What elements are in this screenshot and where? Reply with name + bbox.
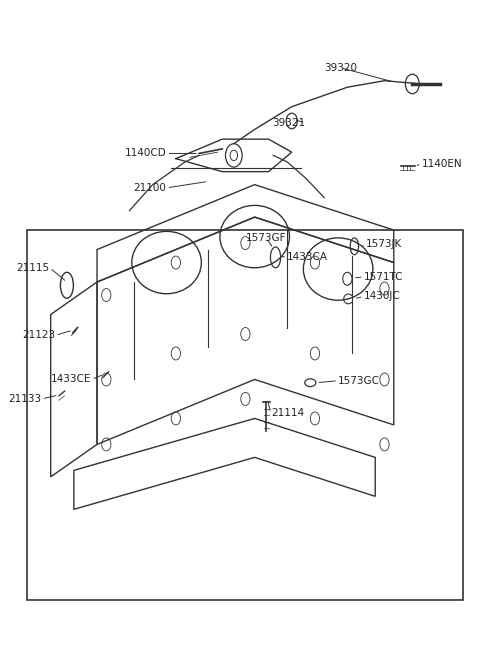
Text: 21123: 21123 (22, 330, 55, 341)
Text: 1433CA: 1433CA (287, 252, 328, 263)
Text: 39320: 39320 (324, 63, 357, 73)
Text: 21100: 21100 (134, 183, 167, 193)
Text: 1573JK: 1573JK (366, 239, 402, 250)
Text: 1140CD: 1140CD (125, 149, 167, 159)
Text: 39321: 39321 (273, 118, 306, 128)
Text: 1430JC: 1430JC (364, 291, 400, 301)
Text: 1573GF: 1573GF (246, 233, 287, 243)
Bar (27, 230, 463, 600)
Text: 1140EN: 1140EN (421, 159, 462, 169)
Text: 21133: 21133 (8, 394, 41, 404)
Text: 1573GC: 1573GC (338, 376, 380, 386)
Text: 1433CE: 1433CE (51, 375, 92, 384)
Text: 21115: 21115 (17, 263, 50, 272)
Text: 1571TC: 1571TC (364, 272, 403, 282)
Text: 21114: 21114 (271, 408, 304, 419)
